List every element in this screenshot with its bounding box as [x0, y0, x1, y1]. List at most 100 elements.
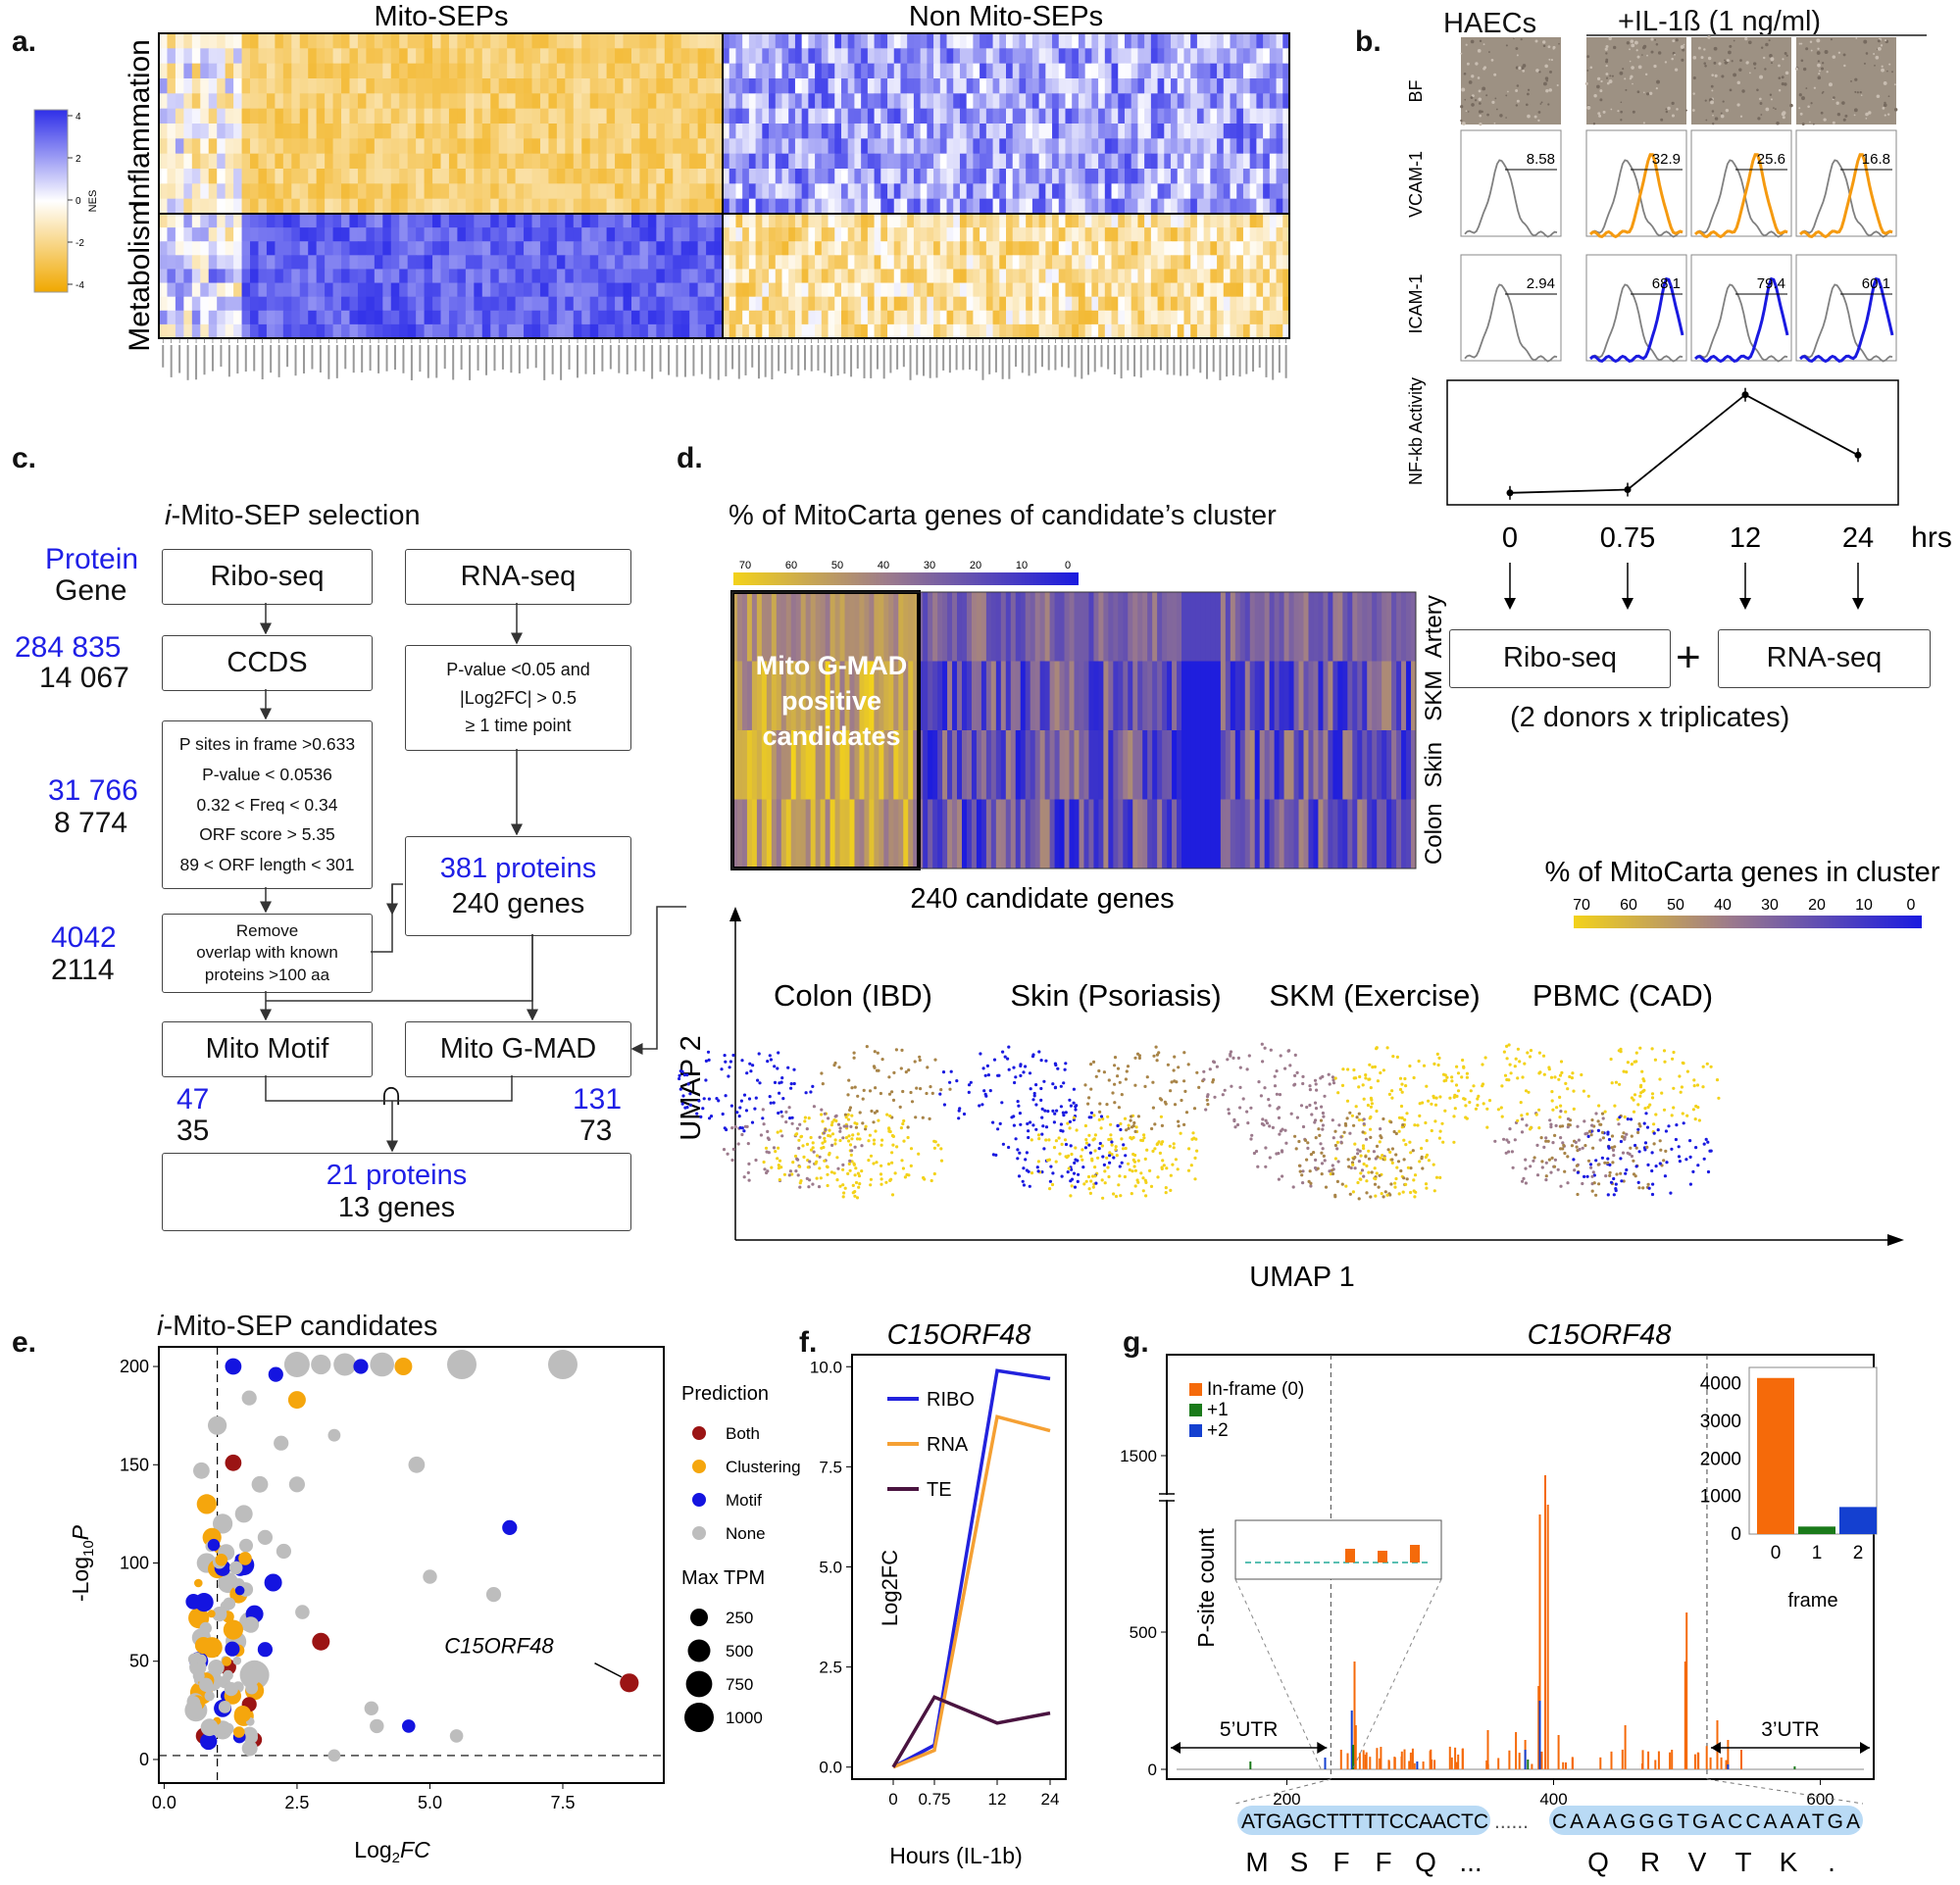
- gene-tick-label: [335, 345, 338, 378]
- scatter-point: [199, 1677, 214, 1692]
- inset-xtick: 1: [1812, 1543, 1823, 1563]
- panel-label-b: b.: [1355, 25, 1382, 58]
- gene-tick-label: [751, 345, 754, 368]
- gene-tick-label: [1015, 345, 1018, 368]
- ribo-criterion: 0.32 < Freq < 0.34: [196, 794, 338, 815]
- nes-tick: 0: [75, 196, 81, 207]
- scatter-point: [295, 1605, 310, 1619]
- tissue-label: Colon: [1421, 803, 1447, 865]
- psite-bar: [1515, 1732, 1518, 1769]
- timepoint-label: 0: [1502, 522, 1518, 554]
- psite-bar: [1454, 1747, 1457, 1769]
- gene-tick-label: [922, 345, 925, 376]
- psite-bar: [1684, 1662, 1686, 1769]
- remove-line: Remove: [235, 921, 299, 941]
- size-swatch: [684, 1703, 714, 1732]
- timepoint-label: 12: [1730, 522, 1761, 554]
- panel-g-psite: C15ORF48 P-site count 200 400 60005001500 …: [1120, 1319, 1878, 1877]
- gene-tick-label: [1107, 345, 1110, 370]
- scatter-point: [189, 1661, 199, 1669]
- gene-tick-label: [1166, 345, 1169, 375]
- ribo-criteria-node: P sites in frame >0.633 P-value < 0.0536…: [162, 720, 373, 889]
- gene-tick-label: [1047, 345, 1050, 371]
- gene-tick-label: [410, 345, 413, 380]
- scatter-point: [226, 1575, 237, 1586]
- positive-label-1: Mito G-MAD: [756, 651, 907, 680]
- gene-tick-label: [1093, 345, 1096, 372]
- gene-tick-label: [1040, 345, 1043, 368]
- gene-tick-label: [916, 345, 919, 375]
- gene-tick-label: [902, 345, 905, 368]
- scatter-point: [502, 1519, 518, 1535]
- scatter-point: [223, 1619, 243, 1640]
- selection-title-text: -Mito-SEP selection: [171, 500, 421, 531]
- brightfield-image: [1586, 37, 1686, 124]
- gene-tick-label: [419, 345, 422, 372]
- count-protein: 47: [176, 1083, 210, 1116]
- gene-tick-label: [676, 345, 678, 377]
- psite-bar: [1380, 1747, 1382, 1769]
- legend-protein: Protein: [45, 543, 139, 575]
- inset-bar: [1839, 1507, 1877, 1534]
- psite-bar: [1379, 1758, 1382, 1769]
- line-ytick: 5.0: [819, 1559, 842, 1577]
- positive-label-2: positive: [781, 686, 881, 716]
- zoom-bar: [1410, 1545, 1420, 1563]
- panel-b-figure: BF VCAM-1 ICAM-1 NF-kb Activity 8.58 32.9…: [1406, 34, 1952, 610]
- panel-label-d: d.: [677, 442, 703, 474]
- tissue-label: Artery: [1421, 595, 1447, 658]
- col-group-mito: Mito-SEPs: [375, 1, 509, 32]
- psite-ytick: 500: [1130, 1623, 1157, 1642]
- umap-scale-tick: 0: [1907, 897, 1916, 914]
- scatter-point: [370, 1718, 384, 1734]
- gene-tick-label: [882, 345, 885, 379]
- line-legend-label: RIBO: [927, 1389, 975, 1411]
- psite-bar: [1705, 1746, 1708, 1769]
- gene-tick-label: [203, 345, 206, 375]
- scatter-point: [223, 1597, 236, 1611]
- nes-tick: -2: [75, 238, 84, 249]
- final-genes: 13 genes: [337, 1192, 456, 1223]
- panel-label-c: c.: [12, 442, 37, 474]
- nes-tick: 2: [75, 154, 81, 165]
- final-node: 21 proteins 13 genes: [162, 1153, 631, 1231]
- gene-tick-label: [683, 345, 686, 377]
- size-label: 750: [726, 1675, 753, 1694]
- psite-bar: [1657, 1751, 1660, 1769]
- rna-criterion: P-value <0.05 and: [446, 659, 590, 679]
- timepoint-label: 24: [1842, 522, 1874, 554]
- gene-tick-label: [929, 345, 931, 378]
- zoom-bar: [1345, 1549, 1355, 1563]
- psite-bar: [1641, 1750, 1644, 1769]
- gene-tick-label: [195, 345, 198, 380]
- psite-bar: [1450, 1757, 1453, 1769]
- gene-tick-label: [981, 345, 984, 380]
- gene-tick-label: [709, 345, 712, 379]
- gene-tick-label: [948, 345, 951, 373]
- psite-bar: [1485, 1760, 1488, 1769]
- gene-tick-label: [435, 345, 438, 378]
- scatter-point: [232, 1656, 242, 1665]
- rna-seq-label: RNA-seq: [1766, 642, 1883, 674]
- gene-tick-label: [393, 345, 396, 371]
- gene-tick-label: [1219, 345, 1222, 380]
- gene-tick-label: [286, 345, 289, 368]
- scatter-point: [364, 1701, 378, 1715]
- scatter-point: [213, 1513, 233, 1534]
- tissue-label: Skin: [1421, 742, 1447, 788]
- gene-tick-label: [969, 345, 972, 370]
- icam-label: ICAM-1: [1406, 273, 1426, 333]
- gene-tick-label: [725, 345, 728, 376]
- scatter-point: [204, 1691, 215, 1702]
- gene-tick-label: [1226, 345, 1229, 377]
- rna-criteria-node: P-value <0.05 and |Log2FC| > 0.5 ≥ 1 tim…: [405, 645, 631, 751]
- line-ytick: 7.5: [819, 1458, 842, 1476]
- gene-tick-label: [797, 345, 800, 376]
- flow-percent: 79.4: [1757, 275, 1785, 292]
- scatter-point: [283, 1352, 310, 1377]
- scatter-point: [224, 1682, 238, 1697]
- gene-tick-label: [935, 345, 938, 378]
- scatter-point: [208, 1415, 227, 1435]
- gene-tick-label: [817, 345, 820, 372]
- psite-bar: [1461, 1748, 1464, 1769]
